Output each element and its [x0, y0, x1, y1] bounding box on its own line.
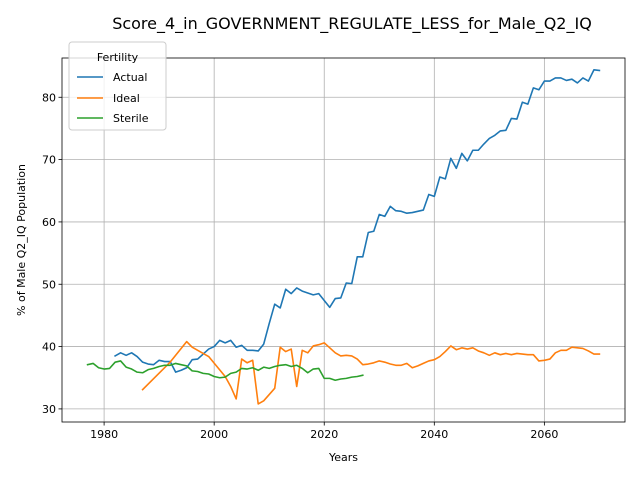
series-lines	[86, 69, 601, 405]
y-tick-label: 80	[42, 91, 56, 104]
y-tick-label: 60	[42, 216, 56, 229]
legend-label-ideal: Ideal	[113, 92, 140, 105]
grid-lines	[62, 58, 625, 422]
legend-label-sterile: Sterile	[113, 112, 149, 125]
y-tick-label: 40	[42, 341, 56, 354]
x-tick-label: 1980	[90, 428, 118, 441]
x-tick-label: 2020	[310, 428, 338, 441]
y-axis: 30 40 50 60 70 80	[42, 91, 62, 416]
series-line-ideal	[141, 340, 601, 405]
series-line-actual	[114, 69, 601, 373]
series-line-sterile	[86, 360, 364, 382]
x-tick-label: 2040	[420, 428, 448, 441]
x-axis: 1980 2000 2020 2040 2060	[90, 422, 558, 441]
y-axis-label: % of Male Q2_IQ Population	[15, 164, 28, 316]
legend: Fertility Actual Ideal Sterile	[68, 41, 167, 131]
x-tick-label: 2060	[530, 428, 558, 441]
chart-title: Score_4_in_GOVERNMENT_REGULATE_LESS_for_…	[112, 14, 592, 34]
y-tick-label: 50	[42, 278, 56, 291]
legend-box	[68, 41, 167, 131]
y-tick-label: 30	[42, 403, 56, 416]
plot-frame	[61, 57, 626, 423]
x-tick-label: 2000	[200, 428, 228, 441]
legend-label-actual: Actual	[113, 71, 147, 84]
y-tick-label: 70	[42, 154, 56, 167]
legend-title: Fertility	[97, 51, 139, 64]
x-axis-label: Years	[328, 451, 358, 464]
